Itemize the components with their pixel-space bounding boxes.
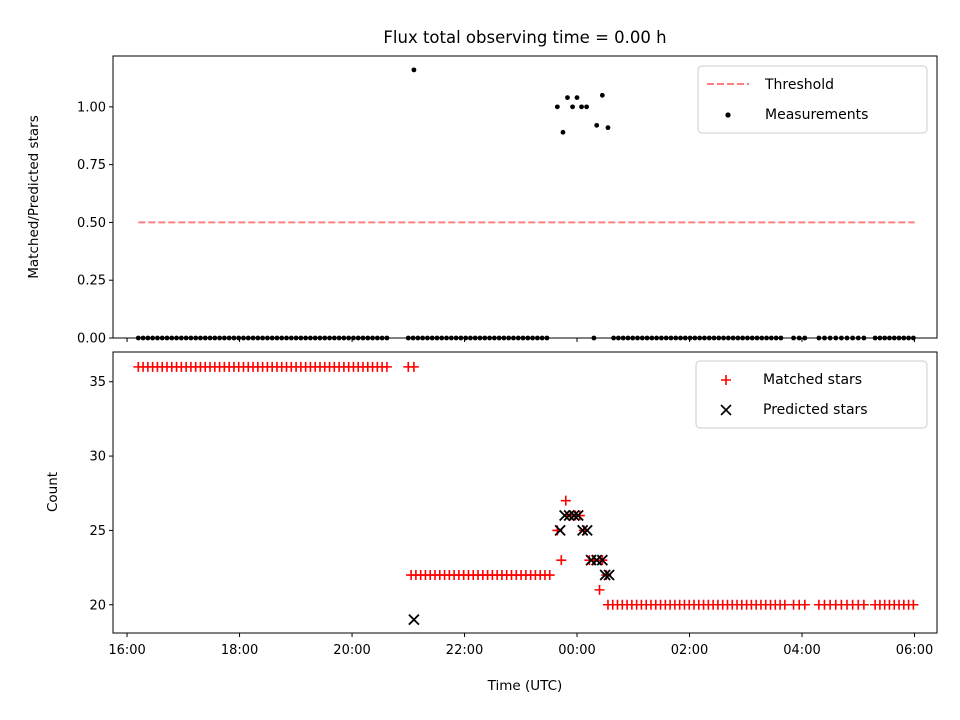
bottom-x-tick-label: 20:00: [333, 643, 370, 658]
measurement-point: [599, 92, 605, 98]
matched-star-marker: [594, 584, 605, 595]
measurement-point: [579, 104, 584, 110]
measurement-point: [560, 129, 566, 135]
top-y-tick-label: 0.75: [77, 158, 106, 173]
measurement-point: [570, 104, 575, 110]
x-axis-label: Time (UTC): [487, 678, 563, 694]
legend-matched-swatch: [721, 375, 731, 385]
measurement-point: [554, 104, 560, 110]
bottom-x-tick-label: 18:00: [221, 643, 258, 658]
predicted-star-marker: [554, 524, 566, 537]
predicted-star-marker: [581, 524, 593, 537]
measurement-point: [574, 95, 580, 101]
measurement-point: [594, 122, 600, 128]
top-legend: Threshold Measurements: [697, 65, 928, 134]
legend-measurements-swatch: [725, 112, 731, 118]
bottom-panel-axes: 20 25 30 35 16:00 18:00 20:00 22:00 00:00 02:00 04…: [89, 375, 933, 658]
bottom-y-tick-label: 25: [89, 524, 106, 539]
matched-star-marker: [799, 599, 810, 610]
legend-matched-label: Matched stars: [763, 372, 862, 388]
matched-star-marker: [908, 599, 919, 610]
matched-star-marker: [779, 599, 790, 610]
top-legend-box: [697, 65, 928, 134]
top-y-tick-label: 0.25: [77, 274, 106, 289]
matched-star-marker: [556, 555, 567, 566]
chart-title: Flux total observing time = 0.00 h: [383, 28, 666, 47]
measurement-point: [584, 104, 589, 110]
matched-star-marker: [574, 510, 585, 521]
bottom-x-tick-label: 22:00: [446, 643, 483, 658]
top-y-tick-label: 1.00: [77, 100, 106, 115]
bottom-panel-marks: [133, 361, 919, 626]
matched-star-marker: [544, 570, 555, 581]
top-y-tick-label: 0.00: [77, 332, 106, 347]
bottom-x-tick-label: 06:00: [896, 643, 933, 658]
top-y-axis-label: Matched/Predicted stars: [26, 115, 42, 278]
top-plot-frame: [112, 55, 938, 339]
bottom-x-tick-label: 02:00: [671, 643, 708, 658]
bottom-legend: Matched stars Predicted stars: [695, 360, 928, 429]
bottom-legend-box: [695, 360, 928, 429]
predicted-star-marker: [599, 569, 611, 581]
top-panel: Flux total observing time = 0.00 h 0.000…: [26, 28, 938, 347]
predicted-star-marker: [408, 613, 420, 626]
predicted-star-marker: [568, 509, 580, 522]
measurement-point: [411, 67, 417, 73]
matched-star-marker: [381, 361, 392, 372]
bottom-x-tick-label: 16:00: [108, 643, 145, 658]
legend-predicted-swatch: [720, 404, 732, 416]
legend-measurements-label: Measurements: [765, 107, 868, 123]
bottom-y-tick-label: 20: [89, 598, 106, 613]
measurement-point: [565, 95, 570, 101]
predicted-star-marker: [559, 509, 571, 522]
top-y-tick-label: 0.50: [77, 216, 106, 231]
bottom-y-tick-label: 30: [89, 450, 106, 465]
predicted-star-marker: [596, 554, 608, 566]
bottom-plot-frame: [112, 351, 938, 634]
top-panel-axes: 0.00 0.25 0.50 0.75 1.00: [77, 100, 916, 347]
legend-predicted-label: Predicted stars: [763, 402, 868, 418]
legend-threshold-label: Threshold: [764, 77, 834, 93]
predicted-star-marker: [603, 569, 615, 581]
bottom-x-tick-label: 04:00: [783, 643, 820, 658]
predicted-star-marker: [577, 524, 589, 537]
bottom-x-tick-label: 00:00: [558, 643, 595, 658]
matched-star-marker: [408, 361, 419, 372]
matched-star-marker: [858, 599, 869, 610]
matched-star-marker: [560, 495, 571, 506]
bottom-panel: 20 25 30 35 16:00 18:00 20:00 22:00 00:00 02:00 04…: [45, 351, 938, 694]
predicted-star-marker: [563, 509, 575, 522]
bottom-y-tick-label: 35: [89, 375, 106, 390]
bottom-y-axis-label: Count: [45, 472, 61, 512]
predicted-star-marker: [572, 509, 584, 522]
measurement-point: [605, 125, 611, 131]
